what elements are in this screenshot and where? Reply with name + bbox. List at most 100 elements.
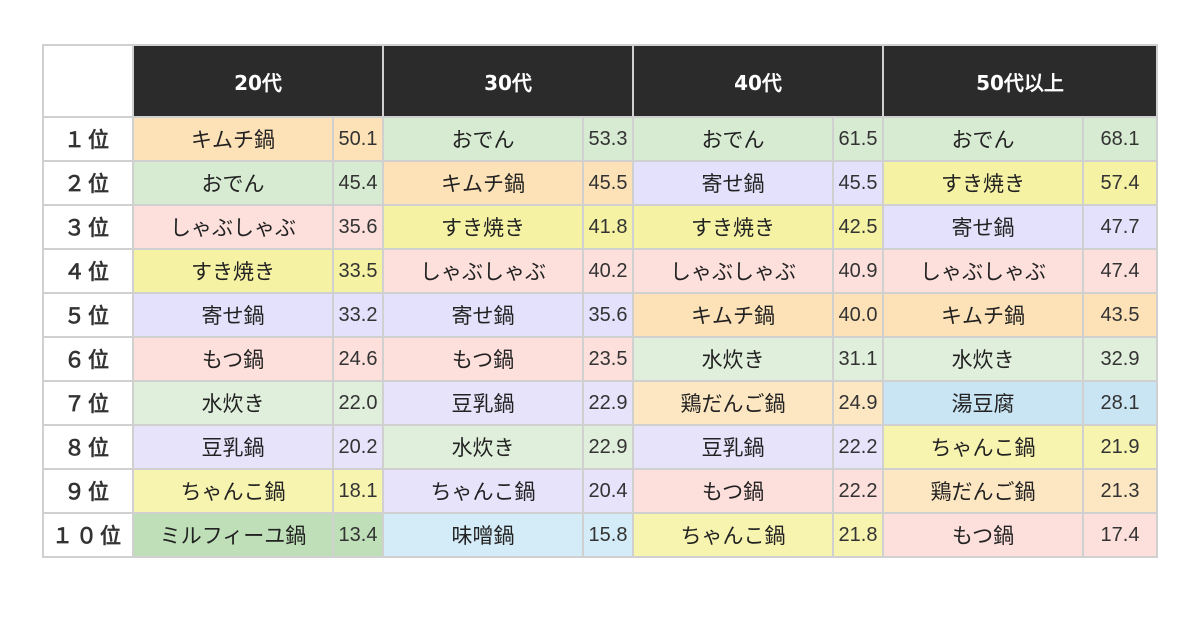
dish-name: ちゃんこ鍋 — [382, 468, 584, 514]
dish-name: 寄せ鍋 — [632, 160, 834, 206]
rank-label: ８位 — [42, 424, 134, 470]
dish-value: 22.0 — [332, 380, 384, 426]
dish-value: 45.4 — [332, 160, 384, 206]
dish-name: 水炊き — [632, 336, 834, 382]
age-header-30s: 30代 — [382, 44, 634, 118]
dish-value: 24.9 — [832, 380, 884, 426]
dish-value: 21.8 — [832, 512, 884, 558]
dish-name: ちゃんこ鍋 — [882, 424, 1084, 470]
dish-value: 22.2 — [832, 468, 884, 514]
dish-value: 50.1 — [332, 116, 384, 162]
dish-name: すき焼き — [882, 160, 1084, 206]
dish-value: 47.4 — [1082, 248, 1158, 294]
age-header-50s-plus: 50代以上 — [882, 44, 1158, 118]
rank-label: ３位 — [42, 204, 134, 250]
nabe-ranking-table: 20代 30代 40代 50代以上 １位 キムチ鍋 50.1 おでん 53.3 おでん 61… — [42, 44, 1158, 558]
dish-name: 湯豆腐 — [882, 380, 1084, 426]
dish-name: キムチ鍋 — [132, 116, 334, 162]
dish-value: 24.6 — [332, 336, 384, 382]
dish-name: 寄せ鍋 — [382, 292, 584, 338]
dish-value: 57.4 — [1082, 160, 1158, 206]
dish-value: 42.5 — [832, 204, 884, 250]
dish-name: おでん — [382, 116, 584, 162]
corner-cell — [42, 44, 134, 118]
dish-name: もつ鍋 — [132, 336, 334, 382]
rank-label: ７位 — [42, 380, 134, 426]
dish-name: 寄せ鍋 — [132, 292, 334, 338]
dish-value: 22.9 — [582, 424, 634, 470]
dish-value: 28.1 — [1082, 380, 1158, 426]
rank-label: ６位 — [42, 336, 134, 382]
dish-value: 21.9 — [1082, 424, 1158, 470]
dish-name: もつ鍋 — [382, 336, 584, 382]
dish-name: しゃぶしゃぶ — [132, 204, 334, 250]
dish-value: 20.4 — [582, 468, 634, 514]
dish-value: 35.6 — [582, 292, 634, 338]
dish-value: 31.1 — [832, 336, 884, 382]
dish-value: 40.0 — [832, 292, 884, 338]
dish-value: 45.5 — [582, 160, 634, 206]
ranking-row: ９位 ちゃんこ鍋 18.1 ちゃんこ鍋 20.4 もつ鍋 22.2 鶏だんご鍋 21.3 — [42, 468, 1158, 514]
dish-name: 豆乳鍋 — [132, 424, 334, 470]
dish-name: キムチ鍋 — [632, 292, 834, 338]
dish-name: しゃぶしゃぶ — [632, 248, 834, 294]
dish-name: おでん — [882, 116, 1084, 162]
age-header-20s: 20代 — [132, 44, 384, 118]
dish-name: 鶏だんご鍋 — [632, 380, 834, 426]
dish-value: 45.5 — [832, 160, 884, 206]
dish-name: すき焼き — [382, 204, 584, 250]
rank-label: ９位 — [42, 468, 134, 514]
dish-name: 豆乳鍋 — [632, 424, 834, 470]
dish-name: キムチ鍋 — [882, 292, 1084, 338]
dish-value: 22.2 — [832, 424, 884, 470]
dish-value: 32.9 — [1082, 336, 1158, 382]
ranking-row: ８位 豆乳鍋 20.2 水炊き 22.9 豆乳鍋 22.2 ちゃんこ鍋 21.9 — [42, 424, 1158, 470]
rank-label: ２位 — [42, 160, 134, 206]
ranking-row: ７位 水炊き 22.0 豆乳鍋 22.9 鶏だんご鍋 24.9 湯豆腐 28.1 — [42, 380, 1158, 426]
dish-name: ミルフィーユ鍋 — [132, 512, 334, 558]
dish-name: おでん — [632, 116, 834, 162]
dish-name: キムチ鍋 — [382, 160, 584, 206]
dish-value: 20.2 — [332, 424, 384, 470]
dish-name: もつ鍋 — [882, 512, 1084, 558]
dish-name: しゃぶしゃぶ — [382, 248, 584, 294]
dish-value: 41.8 — [582, 204, 634, 250]
dish-name: すき焼き — [132, 248, 334, 294]
rank-label: １０位 — [42, 512, 134, 558]
dish-name: 水炊き — [382, 424, 584, 470]
dish-value: 17.4 — [1082, 512, 1158, 558]
dish-value: 68.1 — [1082, 116, 1158, 162]
dish-value: 22.9 — [582, 380, 634, 426]
dish-value: 43.5 — [1082, 292, 1158, 338]
ranking-row: ６位 もつ鍋 24.6 もつ鍋 23.5 水炊き 31.1 水炊き 32.9 — [42, 336, 1158, 382]
ranking-row: ２位 おでん 45.4 キムチ鍋 45.5 寄せ鍋 45.5 すき焼き 57.4 — [42, 160, 1158, 206]
dish-name: ちゃんこ鍋 — [132, 468, 334, 514]
ranking-row: ３位 しゃぶしゃぶ 35.6 すき焼き 41.8 すき焼き 42.5 寄せ鍋 47.7 — [42, 204, 1158, 250]
dish-value: 40.2 — [582, 248, 634, 294]
dish-value: 40.9 — [832, 248, 884, 294]
ranking-row: ５位 寄せ鍋 33.2 寄せ鍋 35.6 キムチ鍋 40.0 キムチ鍋 43.5 — [42, 292, 1158, 338]
dish-value: 33.5 — [332, 248, 384, 294]
dish-value: 21.3 — [1082, 468, 1158, 514]
dish-value: 18.1 — [332, 468, 384, 514]
dish-value: 15.8 — [582, 512, 634, 558]
dish-name: おでん — [132, 160, 334, 206]
rank-label: ５位 — [42, 292, 134, 338]
dish-name: 水炊き — [132, 380, 334, 426]
dish-name: 味噌鍋 — [382, 512, 584, 558]
rank-label: ４位 — [42, 248, 134, 294]
ranking-row: １０位 ミルフィーユ鍋 13.4 味噌鍋 15.8 ちゃんこ鍋 21.8 もつ鍋 17.4 — [42, 512, 1158, 558]
dish-name: 鶏だんご鍋 — [882, 468, 1084, 514]
dish-value: 23.5 — [582, 336, 634, 382]
dish-name: すき焼き — [632, 204, 834, 250]
dish-value: 53.3 — [582, 116, 634, 162]
dish-value: 47.7 — [1082, 204, 1158, 250]
dish-name: ちゃんこ鍋 — [632, 512, 834, 558]
age-header-40s: 40代 — [632, 44, 884, 118]
dish-value: 35.6 — [332, 204, 384, 250]
rank-label: １位 — [42, 116, 134, 162]
dish-value: 33.2 — [332, 292, 384, 338]
header-row: 20代 30代 40代 50代以上 — [42, 44, 1158, 118]
dish-name: 寄せ鍋 — [882, 204, 1084, 250]
dish-value: 61.5 — [832, 116, 884, 162]
